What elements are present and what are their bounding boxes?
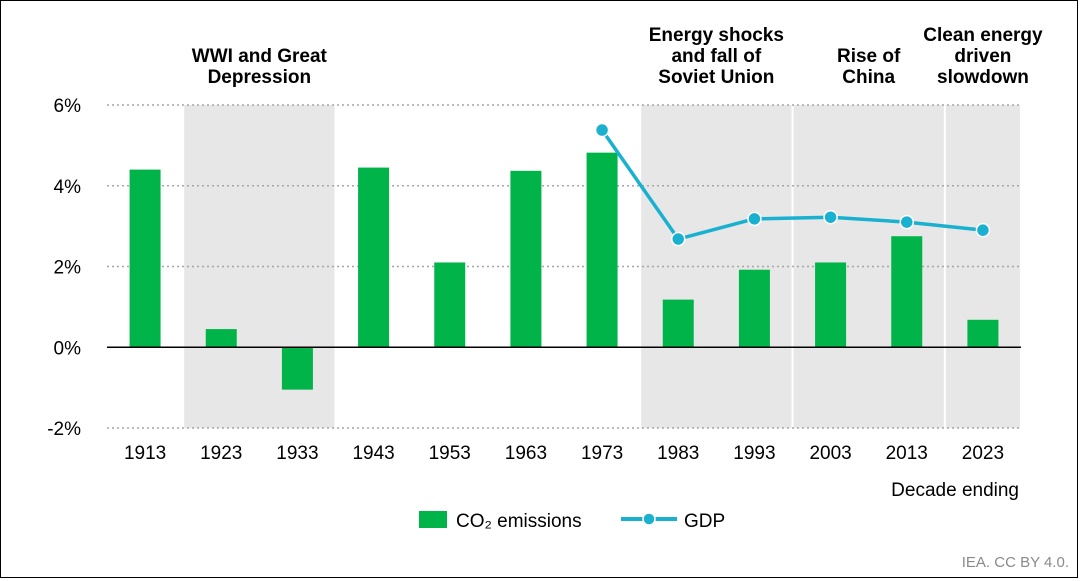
period-annotation-3: Clean energy driven slowdown [923, 25, 1043, 88]
period-annotation-line: Rise of [837, 46, 901, 67]
period-annotation-line: and fall of [671, 46, 761, 67]
period-annotation-line: Depression [208, 67, 311, 88]
x-tick-label: 1983 [657, 443, 699, 464]
period-annotation-0: WWI and Great Depression [192, 46, 328, 88]
shaded-period-1 [641, 105, 792, 428]
x-tick-label: 2003 [809, 443, 851, 464]
y-tick-labels: -2% 0% 2% 4% 6% [47, 96, 81, 440]
x-tick-label: 1973 [581, 443, 623, 464]
gridlines [107, 104, 1021, 429]
x-axis-label: Decade ending [891, 480, 1019, 501]
x-tick-label: 1923 [200, 443, 242, 464]
gdp-point [747, 211, 762, 227]
co2-bar [281, 347, 313, 390]
co2-bar [510, 170, 542, 348]
x-tick-label: 1993 [733, 443, 775, 464]
x-tick-labels: 1913 1923 1933 1943 1953 1963 1973 1983 1993 2003… [124, 443, 1004, 464]
x-tick-label: 2023 [962, 443, 1004, 464]
gdp-point [823, 209, 838, 225]
legend-co2-label: CO₂ emissions [456, 511, 582, 532]
period-annotation-line: Energy shocks [649, 25, 784, 46]
x-tick-label: 1913 [124, 443, 166, 464]
period-annotation-line: China [842, 67, 895, 88]
x-tick-label: 1933 [276, 443, 318, 464]
period-annotations: WWI and Great Depression Energy shocks and … [192, 25, 1043, 88]
co2-bar [358, 167, 390, 348]
y-tick-label: -2% [47, 419, 81, 440]
legend-gdp-label: GDP [684, 511, 725, 532]
co2-bar [586, 152, 618, 348]
co2-bars [129, 152, 999, 390]
co2-bar [738, 269, 770, 348]
x-tick-label: 2013 [886, 443, 928, 464]
period-annotation-line: Clean energy [923, 25, 1043, 46]
legend-co2-swatch [419, 511, 447, 528]
y-tick-label: 6% [54, 96, 82, 117]
period-annotation-line: Soviet Union [658, 67, 774, 88]
period-annotation-1: Energy shocks and fall of Soviet Union [649, 25, 784, 88]
y-tick-label: 4% [54, 177, 82, 198]
gdp-series-line [600, 129, 984, 241]
period-annotation-2: Rise of China [837, 46, 901, 88]
x-tick-label: 1963 [505, 443, 547, 464]
co2-bar [662, 299, 694, 348]
co2-bar [967, 319, 999, 348]
gdp-point [899, 214, 914, 230]
co2-bar [891, 236, 923, 348]
gdp-line [594, 122, 991, 247]
gdp-point [671, 231, 686, 247]
gdp-point [594, 122, 610, 138]
co2-bar [434, 262, 466, 348]
y-tick-label: 0% [54, 338, 82, 359]
period-annotation-line: WWI and Great [192, 46, 328, 67]
y-tick-label: 2% [54, 258, 82, 279]
period-annotation-line: driven [954, 46, 1011, 67]
x-tick-label: 1943 [352, 443, 394, 464]
legend: CO₂ emissions GDP [419, 511, 725, 532]
gdp-point [975, 222, 991, 238]
co2-bar [129, 169, 161, 348]
period-annotation-line: slowdown [937, 67, 1029, 88]
co2-bar [815, 262, 847, 348]
source-credit: IEA. CC BY 4.0. [962, 554, 1069, 571]
legend-gdp-marker [642, 512, 656, 526]
x-tick-label: 1953 [429, 443, 471, 464]
co2-bar [205, 329, 237, 348]
